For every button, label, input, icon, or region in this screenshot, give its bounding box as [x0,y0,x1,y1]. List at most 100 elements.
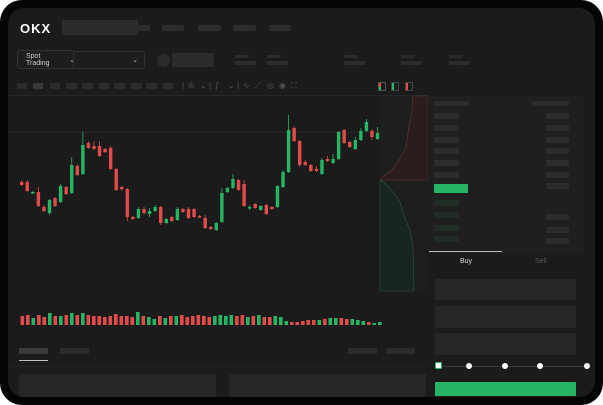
slider-handle[interactable] [435,362,442,369]
volume-bar [59,316,63,325]
interval-button[interactable] [99,83,109,89]
candle-body [364,122,369,131]
line-tool-icon[interactable]: ∿ [243,81,250,90]
filter-button[interactable] [348,348,377,354]
nav-item-2[interactable] [162,25,184,31]
volume-bar [229,315,234,325]
interval-button[interactable] [50,83,60,89]
camera-icon[interactable]: ◎ [267,81,274,90]
interval-button[interactable] [66,83,77,89]
volume-bar [196,315,201,325]
candle-body [348,142,352,147]
ask-row-amount[interactable] [546,172,569,178]
price-input[interactable] [435,279,576,300]
orderbook-both-icon[interactable] [378,82,386,91]
settings-icon[interactable]: ◉ [279,81,286,90]
interval-button[interactable] [146,83,157,89]
filter-button[interactable] [386,348,415,354]
ask-row-amount[interactable] [546,160,569,166]
interval-button[interactable] [163,83,173,89]
candle-body [147,211,152,214]
interval-button[interactable] [114,83,125,89]
slider-step-25[interactable] [466,363,472,369]
orderbook-bids-icon[interactable] [391,82,399,91]
total-input[interactable] [435,333,576,355]
depth-bids-area [379,179,415,292]
volume-bar [345,319,349,325]
ask-row-price[interactable] [434,113,459,119]
okx-logo[interactable]: OKX [20,21,52,36]
orderbook-header-amount [532,101,569,106]
candle-body [125,189,130,217]
candle-body [186,209,191,218]
candle-body [203,218,207,228]
interval-button[interactable] [17,83,27,89]
chevron-down-icon[interactable]: ⌄ [200,81,207,90]
slider-track[interactable] [439,366,587,367]
volume-bar [70,313,74,325]
ask-row-price[interactable] [434,160,459,166]
bid-row-amount[interactable] [546,214,569,220]
interval-button[interactable] [82,83,93,89]
volume-bar [108,316,113,325]
candle-body [236,180,241,190]
volume-bar [48,313,52,325]
ask-row-amount[interactable] [546,125,569,131]
interval-button[interactable] [131,83,142,89]
orderbook-asks-icon[interactable] [405,82,413,91]
indicator-icon[interactable]: ƒ [215,81,220,90]
amount-input[interactable] [435,306,576,328]
stat-label [235,55,249,58]
ask-row-amount[interactable] [546,137,569,143]
tab-buy[interactable]: Buy [460,258,473,265]
ask-row-amount[interactable] [546,183,569,189]
volume-bar [246,317,250,325]
bid-row-price[interactable] [434,225,459,231]
slider-step-50[interactable] [502,363,508,369]
candle-body [108,148,113,169]
nav-item-1[interactable] [128,25,150,31]
ask-row-amount[interactable] [546,113,569,119]
candle-body [298,141,302,165]
candle-body [220,193,224,222]
tab-sell[interactable]: Sell [535,258,547,265]
chevron-down-icon[interactable]: ⌄ [228,81,235,90]
volume-bar [372,323,377,325]
bid-row-price[interactable] [434,200,459,206]
pair-dropdown[interactable]: ⌄ [73,51,145,69]
ask-row-price[interactable] [434,137,459,143]
candle-body [270,207,274,209]
volume-bar [262,317,267,325]
bid-row-price[interactable] [434,236,459,242]
candle-body [320,160,324,174]
candle-body [75,166,79,175]
candlestick-chart[interactable] [8,8,595,397]
ruler-icon[interactable]: ⟋ [255,81,261,90]
volume-bar [207,317,212,325]
candle-type-icon[interactable]: ılı [188,81,195,90]
bid-row-amount[interactable] [546,238,569,244]
buy-button[interactable] [435,382,576,396]
ask-row-amount[interactable] [546,148,569,154]
slider-step-75[interactable] [537,363,543,369]
slider-step-100[interactable] [584,363,590,369]
divider-icon: | [237,81,240,90]
volume-bar [323,319,327,325]
stat-label [344,55,358,58]
bid-row-amount[interactable] [546,227,569,233]
tab-open-orders[interactable] [19,348,48,354]
search-bar[interactable] [62,20,138,35]
tab-order-history[interactable] [60,348,89,354]
ask-row-price[interactable] [434,125,459,131]
interval-button-active[interactable] [33,83,43,89]
candle-body [353,140,357,149]
bid-row-price[interactable] [434,212,459,218]
volume-bar [163,318,168,325]
nav-item-3[interactable] [198,25,221,31]
nav-item-5[interactable] [269,25,291,31]
ask-row-price[interactable] [434,172,459,178]
ask-row-price[interactable] [434,148,459,154]
candle-body [92,146,96,149]
nav-item-4[interactable] [233,25,256,31]
fullscreen-icon[interactable]: ⛶ [291,81,297,90]
